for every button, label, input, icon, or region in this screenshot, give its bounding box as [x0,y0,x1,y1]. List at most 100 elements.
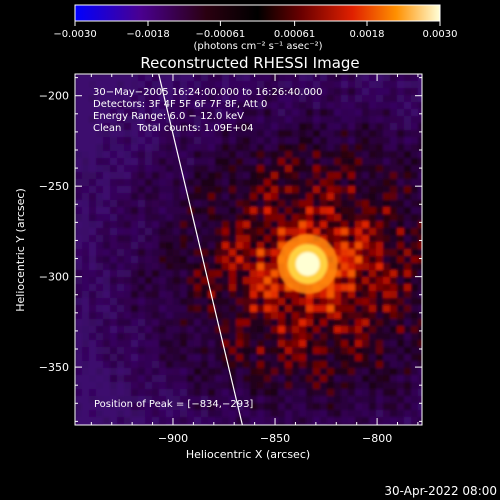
heatmap-cell [243,270,251,278]
heatmap-cell [285,144,293,152]
heatmap-cell [138,193,146,201]
heatmap-cell [117,242,125,250]
heatmap-cell [145,347,153,355]
heatmap-cell [390,200,398,208]
heatmap-cell [236,284,244,292]
heatmap-cell [194,186,202,194]
heatmap-cell [418,368,422,376]
heatmap-cell [271,249,279,257]
heatmap-cell [215,354,223,362]
heatmap-cell [75,319,83,327]
heatmap-cell [117,109,125,117]
x-tick-label: −800 [362,432,392,445]
heatmap-cell [96,284,104,292]
heatmap-cell [110,116,118,124]
heatmap-cell [75,256,83,264]
heatmap-cell [215,207,223,215]
heatmap-cell [285,193,293,201]
heatmap-cell [124,403,132,411]
heatmap-cell [348,291,356,299]
heatmap-cell [320,200,328,208]
heatmap-cell [292,354,300,362]
heatmap-cell [390,158,398,166]
heatmap-cell [404,221,412,229]
heatmap-cell [187,172,195,180]
heatmap-cell [124,137,132,145]
heatmap-cell [110,221,118,229]
heatmap-cell [201,284,209,292]
heatmap-cell [348,312,356,320]
heatmap-cell [411,326,419,334]
heatmap-cell [124,158,132,166]
heatmap-cell [250,116,258,124]
heatmap-cell [82,333,90,341]
heatmap-cell [159,417,167,425]
heatmap-cell [187,277,195,285]
heatmap-cell [334,263,342,271]
heatmap-cell [194,109,202,117]
heatmap-cell [138,368,146,376]
heatmap-cell [131,221,139,229]
heatmap-cell [208,242,216,250]
heatmap-cell [369,186,377,194]
heatmap-cell [313,88,321,96]
heatmap-cell [166,256,174,264]
heatmap-cell [313,144,321,152]
heatmap-cell [320,151,328,159]
heatmap-cell [208,298,216,306]
heatmap-cell [334,151,342,159]
heatmap-cell [152,144,160,152]
heatmap-cell [117,312,125,320]
heatmap-cell [334,284,342,292]
heatmap-cell [180,242,188,250]
heatmap-cell [166,221,174,229]
heatmap-cell [397,375,405,383]
heatmap-cell [299,165,307,173]
heatmap-cell [285,326,293,334]
heatmap-cell [355,298,363,306]
heatmap-cell [250,95,258,103]
heatmap-cell [229,333,237,341]
y-tick-label: −350 [39,361,69,374]
heatmap-cell [166,74,174,82]
heatmap-cell [138,333,146,341]
heatmap-cell [166,179,174,187]
heatmap-cell [355,410,363,418]
heatmap-cell [243,319,251,327]
heatmap-cell [320,333,328,341]
heatmap-cell [82,347,90,355]
heatmap-cell [117,249,125,257]
heatmap-cell [355,165,363,173]
heatmap-cell [348,179,356,187]
heatmap-cell [299,382,307,390]
heatmap-cell [278,305,286,313]
heatmap-cell [187,305,195,313]
heatmap-cell [404,144,412,152]
heatmap-cell [75,347,83,355]
heatmap-cell [264,256,272,264]
heatmap-cell [166,200,174,208]
heatmap-cell [334,340,342,348]
heatmap-cell [173,312,181,320]
heatmap-cell [124,270,132,278]
heatmap-cell [131,228,139,236]
heatmap-cell [201,214,209,222]
heatmap-cell [369,102,377,110]
heatmap-cell [383,319,391,327]
heatmap-cell [110,396,118,404]
heatmap-cell [341,186,349,194]
heatmap-cell [194,305,202,313]
heatmap-cell [369,340,377,348]
heatmap-cell [334,186,342,194]
heatmap-cell [215,242,223,250]
heatmap-cell [376,109,384,117]
heatmap-cell [292,396,300,404]
heatmap-cell [180,410,188,418]
heatmap-cell [229,102,237,110]
heatmap-cell [243,193,251,201]
heatmap-cell [313,417,321,425]
heatmap-cell [383,333,391,341]
heatmap-cell [75,270,83,278]
heatmap-cell [355,312,363,320]
heatmap-cell [355,102,363,110]
